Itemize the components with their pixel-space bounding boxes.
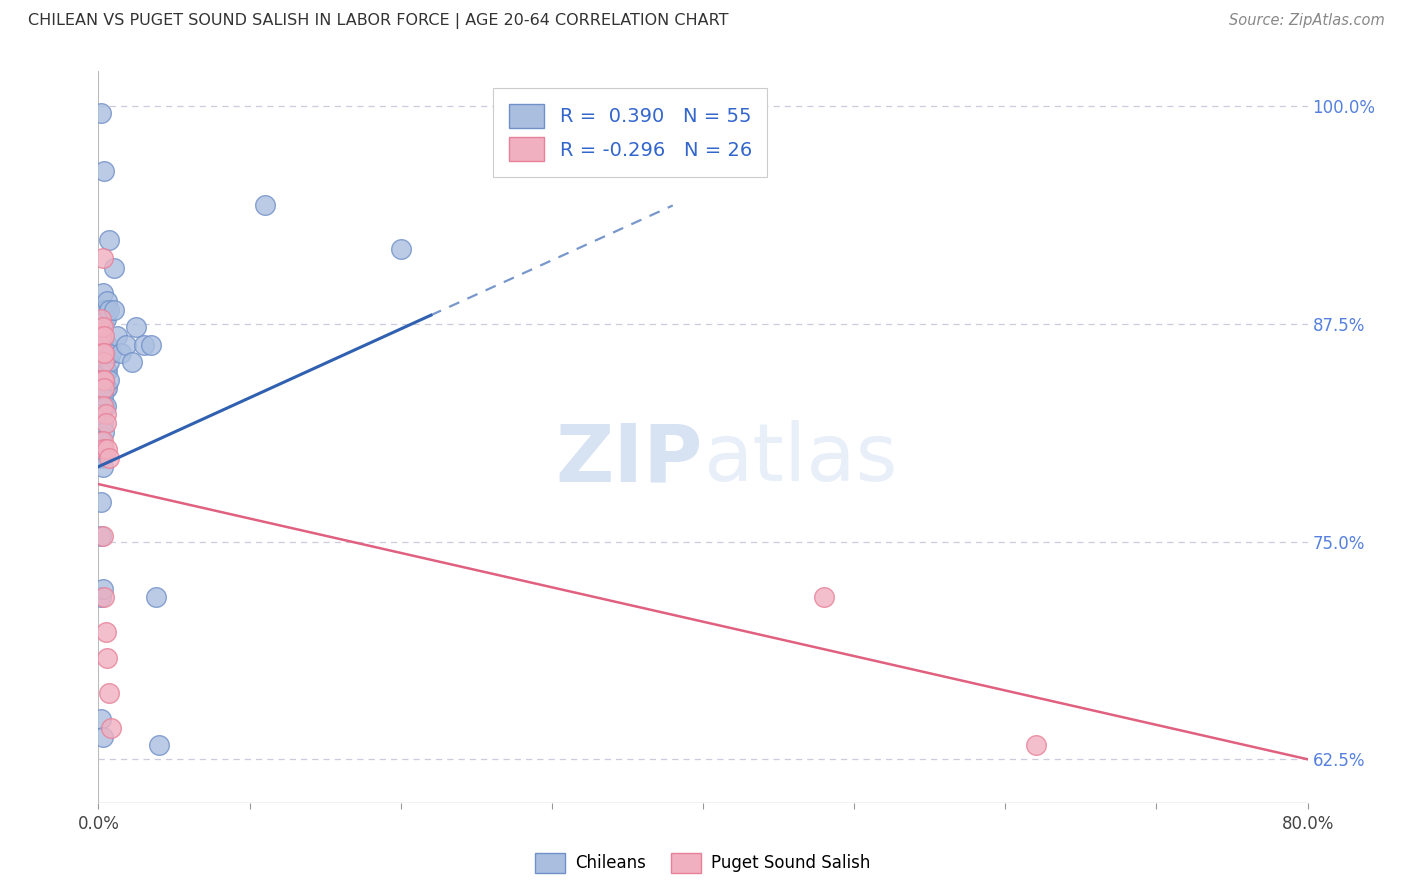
Point bbox=[91, 338, 114, 352]
Point bbox=[90, 329, 112, 343]
Point bbox=[96, 381, 118, 395]
Point bbox=[94, 311, 117, 326]
Point bbox=[91, 320, 114, 334]
Point bbox=[110, 346, 132, 360]
Point bbox=[96, 338, 118, 352]
Point bbox=[103, 261, 125, 276]
Point bbox=[132, 338, 155, 352]
Point bbox=[90, 408, 112, 422]
Point bbox=[91, 459, 114, 474]
Point bbox=[90, 712, 112, 726]
Point bbox=[90, 529, 112, 543]
Point bbox=[91, 251, 114, 265]
Point bbox=[90, 373, 112, 387]
Text: CHILEAN VS PUGET SOUND SALISH IN LABOR FORCE | AGE 20-64 CORRELATION CHART: CHILEAN VS PUGET SOUND SALISH IN LABOR F… bbox=[28, 13, 728, 29]
Point bbox=[148, 739, 170, 753]
Point bbox=[145, 591, 167, 605]
Legend: R =  0.390   N = 55, R = -0.296   N = 26: R = 0.390 N = 55, R = -0.296 N = 26 bbox=[494, 88, 768, 177]
Point bbox=[100, 721, 122, 735]
Point bbox=[141, 338, 163, 352]
Point bbox=[91, 285, 114, 300]
Point bbox=[103, 302, 125, 317]
Legend: Chileans, Puget Sound Salish: Chileans, Puget Sound Salish bbox=[529, 847, 877, 880]
Point bbox=[93, 329, 115, 343]
Point bbox=[98, 686, 121, 700]
Point bbox=[93, 355, 115, 369]
Point bbox=[90, 434, 112, 448]
Point bbox=[91, 373, 114, 387]
Point bbox=[93, 591, 115, 605]
Point bbox=[253, 198, 276, 212]
Point bbox=[94, 399, 117, 413]
Point bbox=[91, 346, 114, 360]
Point bbox=[94, 416, 117, 430]
Point bbox=[91, 442, 114, 457]
Point bbox=[125, 320, 148, 334]
Point bbox=[100, 346, 122, 360]
Point bbox=[91, 416, 114, 430]
Point bbox=[93, 346, 115, 360]
Point bbox=[90, 390, 112, 404]
Point bbox=[94, 408, 117, 422]
Point bbox=[94, 625, 117, 640]
Point bbox=[93, 425, 115, 439]
Point bbox=[91, 390, 114, 404]
Point bbox=[93, 399, 115, 413]
Point bbox=[93, 373, 115, 387]
Text: Source: ZipAtlas.com: Source: ZipAtlas.com bbox=[1229, 13, 1385, 29]
Point bbox=[105, 329, 128, 343]
Point bbox=[91, 434, 114, 448]
Point bbox=[98, 302, 121, 317]
Point bbox=[91, 373, 114, 387]
Point bbox=[93, 373, 115, 387]
Point bbox=[90, 591, 112, 605]
Point bbox=[91, 529, 114, 543]
Point bbox=[91, 302, 114, 317]
Point bbox=[93, 311, 115, 326]
Point bbox=[121, 355, 143, 369]
Point bbox=[91, 399, 114, 413]
Point bbox=[90, 494, 112, 508]
Point bbox=[98, 233, 121, 247]
Point bbox=[94, 302, 117, 317]
Text: ZIP: ZIP bbox=[555, 420, 703, 498]
Point bbox=[96, 364, 118, 378]
Point bbox=[114, 338, 136, 352]
Point bbox=[90, 450, 112, 465]
Point bbox=[93, 442, 115, 457]
Point bbox=[91, 730, 114, 744]
Point bbox=[96, 442, 118, 457]
Point bbox=[96, 651, 118, 665]
Point bbox=[98, 450, 121, 465]
Point bbox=[94, 364, 117, 378]
Point bbox=[91, 582, 114, 596]
Point bbox=[813, 591, 835, 605]
Point bbox=[389, 242, 412, 256]
Point bbox=[93, 381, 115, 395]
Point bbox=[94, 346, 117, 360]
Point bbox=[93, 355, 115, 369]
Point bbox=[98, 373, 121, 387]
Point bbox=[1024, 739, 1046, 753]
Point bbox=[98, 355, 121, 369]
Point bbox=[96, 294, 118, 309]
Text: atlas: atlas bbox=[703, 420, 897, 498]
Point bbox=[94, 381, 117, 395]
Point bbox=[90, 106, 112, 120]
Point bbox=[93, 163, 115, 178]
Point bbox=[91, 311, 114, 326]
Point bbox=[90, 311, 112, 326]
